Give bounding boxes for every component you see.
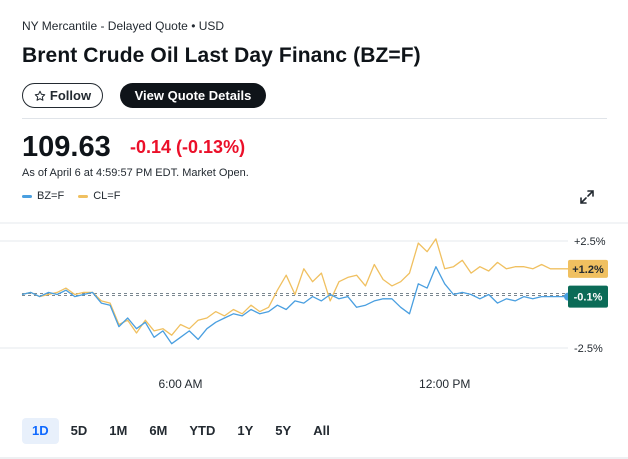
chart-grid: +2.5% -2.5% <box>0 222 628 355</box>
x-tick-label: 12:00 PM <box>419 377 470 391</box>
range-button-6m[interactable]: 6M <box>149 423 168 438</box>
x-tick-label: 6:00 AM <box>159 377 203 391</box>
legend-item-bz[interactable]: BZ=F <box>22 190 64 202</box>
cl-end-tag <box>568 259 608 278</box>
legend-label-cl: CL=F <box>93 190 121 202</box>
range-button-1d[interactable]: 1D <box>22 418 59 444</box>
page-title: Brent Crude Oil Last Day Financ (BZ=F) <box>22 44 421 67</box>
legend-label-bz: BZ=F <box>37 190 65 202</box>
chart-series <box>21 238 572 345</box>
y-tick-label: +2.5% <box>574 236 606 248</box>
legend-swatch-bz <box>22 194 32 198</box>
series-line-cl-f <box>21 238 568 336</box>
range-button-5d[interactable]: 5D <box>70 423 88 438</box>
legend-swatch-cl <box>78 194 89 198</box>
range-button-ytd[interactable]: YTD <box>189 423 216 438</box>
change-value: -0.14 <box>130 137 172 157</box>
series-line-bz-f <box>21 266 568 345</box>
exchange-line: NY Mercantile - Delayed Quote • USD <box>22 19 225 33</box>
range-button-5y[interactable]: 5Y <box>275 423 292 438</box>
current-price: 109.63 <box>22 131 111 163</box>
price-change: -0.14 (-0.13%) <box>130 137 245 158</box>
cl-end-tag-label: +1.2% <box>572 264 604 276</box>
star-outline-icon <box>34 90 46 101</box>
follow-label: Follow <box>49 88 92 103</box>
as-of-timestamp: As of April 6 at 4:59:57 PM EDT. Market … <box>22 167 249 179</box>
y-tick-label: -2.5% <box>574 343 603 355</box>
expand-chart-button[interactable] <box>578 188 596 206</box>
change-percent: (-0.13%) <box>176 137 246 157</box>
price-chart[interactable]: +2.5% -2.5% +1.2% -0.1% 6:00 AM 12:00 PM <box>0 215 628 400</box>
x-axis-ticks: 6:00 AM 12:00 PM <box>159 377 471 391</box>
header-divider <box>22 118 607 119</box>
follow-button[interactable]: Follow <box>22 83 103 108</box>
bz-end-tag <box>568 285 608 308</box>
view-quote-details-button[interactable]: View Quote Details <box>120 83 266 108</box>
expand-icon <box>580 190 594 204</box>
range-button-all[interactable]: All <box>313 423 330 438</box>
bottom-rule <box>0 457 628 459</box>
bz-end-tag-label: -0.1% <box>574 292 603 304</box>
chart-end-tags: +1.2% -0.1% <box>568 259 608 308</box>
range-selector: 1D 5D 1M 6M YTD 1Y 5Y All <box>22 418 342 444</box>
range-button-1m[interactable]: 1M <box>109 423 128 438</box>
legend-item-cl[interactable]: CL=F <box>78 190 120 202</box>
chart-legend: BZ=F CL=F <box>22 190 120 202</box>
range-button-1y[interactable]: 1Y <box>237 423 254 438</box>
